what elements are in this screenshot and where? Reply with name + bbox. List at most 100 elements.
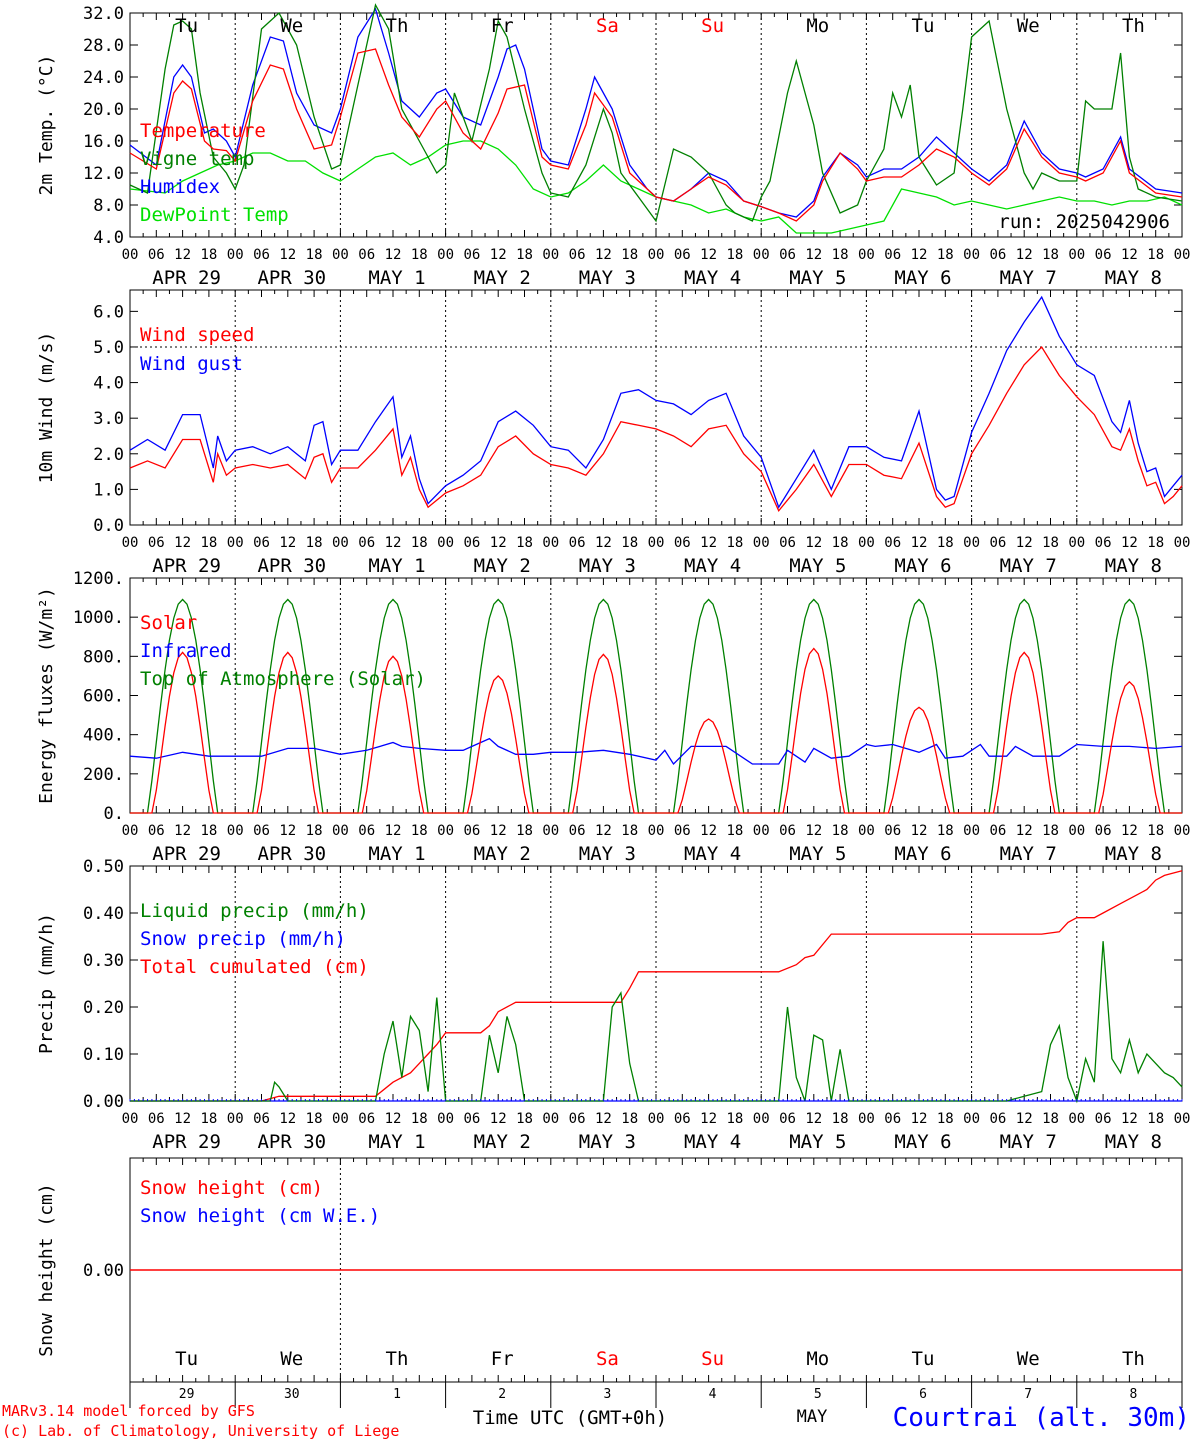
hour-tick-label: 00 (648, 535, 665, 551)
date-label: MAY 7 (1000, 1131, 1057, 1153)
hour-tick-label: 00 (437, 1111, 454, 1127)
hour-tick-label: 12 (700, 247, 717, 263)
hour-tick-label: 00 (753, 1111, 770, 1127)
hour-tick-label: 06 (463, 1111, 480, 1127)
y-axis-title: 2m Temp. (°C) (36, 55, 57, 196)
hour-tick-label: 18 (411, 535, 428, 551)
hour-tick-label: 06 (1095, 535, 1112, 551)
hour-tick-label: 18 (516, 823, 533, 839)
hour-tick-label: 18 (306, 535, 323, 551)
hour-tick-label: 18 (1042, 1111, 1059, 1127)
date-label: MAY 2 (474, 1131, 531, 1153)
day-name: Sa (596, 15, 619, 37)
y-tick-label: 4.0 (93, 228, 124, 248)
hour-tick-label: 06 (884, 535, 901, 551)
day-number: 3 (603, 1387, 611, 1402)
hour-tick-label: 00 (963, 823, 980, 839)
date-label: MAY 6 (894, 1131, 951, 1153)
hour-tick-label: 06 (358, 823, 375, 839)
hour-tick-label: 12 (911, 535, 928, 551)
hour-tick-label: 18 (726, 1111, 743, 1127)
hour-tick-label: 18 (516, 535, 533, 551)
hour-tick-label: 06 (674, 247, 691, 263)
date-label: MAY 5 (789, 1131, 846, 1153)
hour-tick-label: 06 (779, 535, 796, 551)
hour-tick-label: 12 (385, 247, 402, 263)
hour-tick-label: 18 (1042, 535, 1059, 551)
hour-tick-label: 00 (1174, 535, 1191, 551)
hour-tick-label: 00 (542, 535, 559, 551)
hour-tick-label: 18 (621, 247, 638, 263)
hour-tick-label: 00 (858, 1111, 875, 1127)
date-label: MAY 6 (894, 267, 951, 289)
day-name: Tu (175, 15, 198, 37)
series-line (129, 7, 1183, 218)
hour-tick-label: 00 (753, 535, 770, 551)
hour-tick-label: 12 (279, 823, 296, 839)
hour-tick-label: 18 (937, 1111, 954, 1127)
hour-tick-label: 18 (832, 823, 849, 839)
series-line (129, 48, 1183, 222)
date-label: APR 30 (257, 843, 326, 865)
hour-tick-label: 12 (174, 535, 191, 551)
date-label: MAY 1 (368, 1131, 425, 1153)
hour-tick-label: 00 (332, 535, 349, 551)
y-tick-label: 16.0 (83, 132, 124, 152)
date-label: MAY 6 (894, 843, 951, 865)
date-label: MAY 7 (1000, 843, 1057, 865)
y-tick-label: 200. (83, 765, 124, 785)
hour-tick-label: 06 (358, 247, 375, 263)
hour-tick-label: 06 (779, 1111, 796, 1127)
station-label: Courtrai (alt. 30m) (893, 1403, 1190, 1433)
date-label: MAY 1 (368, 555, 425, 577)
hour-tick-label: 00 (753, 823, 770, 839)
day-name: Fr (491, 15, 514, 37)
hour-tick-label: 06 (779, 247, 796, 263)
hour-tick-label: 12 (595, 247, 612, 263)
hour-tick-label: 00 (332, 247, 349, 263)
panel-5: 0.00 Snow height (cm) Snow height (cm) Snow… (36, 1157, 1183, 1408)
y-tick-label: 0.00 (83, 1092, 124, 1112)
hour-tick-label: 06 (1095, 247, 1112, 263)
y-tick-label: 0.0 (93, 516, 124, 536)
y-tick-label: 0.40 (83, 904, 124, 924)
hour-tick-label: 12 (385, 823, 402, 839)
day-name: Th (1122, 1348, 1145, 1370)
y-tick-label: 800. (83, 647, 124, 667)
day-number: 7 (1024, 1387, 1032, 1402)
hour-tick-label: 18 (200, 1111, 217, 1127)
hour-tick-label: 00 (332, 1111, 349, 1127)
hour-tick-label: 00 (122, 535, 139, 551)
hour-tick-label: 00 (858, 535, 875, 551)
y-tick-label: 12.0 (83, 164, 124, 184)
hour-tick-label: 00 (122, 823, 139, 839)
hour-tick-label: 00 (753, 247, 770, 263)
hour-tick-label: 12 (595, 1111, 612, 1127)
panel-2: 0.0 1.0 2.0 3.0 4.0 5.0 6.0 10m Wind (m/s) Wind … (36, 289, 1191, 577)
hour-tick-label: 00 (648, 247, 665, 263)
hour-tick-label: 06 (463, 823, 480, 839)
day-name: We (280, 1348, 303, 1370)
y-axis-title: Snow height (cm) (36, 1183, 57, 1356)
day-name: Th (386, 1348, 409, 1370)
day-number: 1 (393, 1387, 401, 1402)
date-label: MAY 1 (368, 267, 425, 289)
hour-tick-label: 18 (200, 247, 217, 263)
series-line (130, 870, 1183, 1102)
hour-tick-label: 06 (884, 1111, 901, 1127)
hour-tick-label: 00 (227, 823, 244, 839)
day-number: 30 (284, 1387, 300, 1402)
day-name: Sa (596, 1348, 619, 1370)
hour-tick-label: 12 (490, 535, 507, 551)
y-tick-label: 0.00 (83, 1261, 124, 1281)
day-name: Tu (175, 1348, 198, 1370)
date-label: MAY 5 (789, 843, 846, 865)
hour-tick-label: 06 (148, 247, 165, 263)
legend-entry: Humidex (140, 176, 220, 198)
hour-tick-label: 00 (1174, 823, 1191, 839)
hour-tick-label: 06 (148, 1111, 165, 1127)
hour-tick-label: 06 (989, 823, 1006, 839)
date-label: APR 30 (257, 267, 326, 289)
y-axis-title: Energy fluxes (W/m²) (36, 587, 57, 804)
